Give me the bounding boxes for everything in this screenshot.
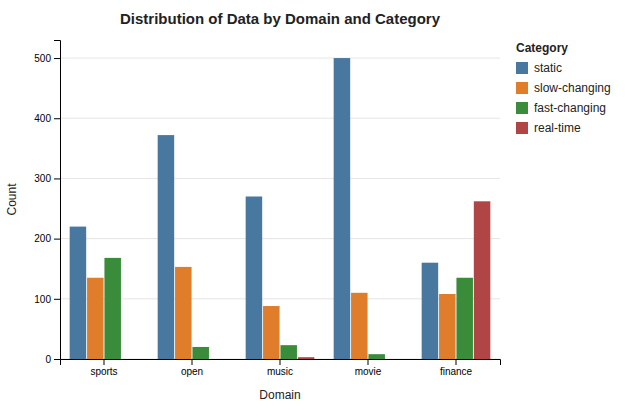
bar-series (104, 258, 473, 359)
tick: sports (90, 359, 117, 377)
bar (280, 345, 297, 359)
x-axis-title: Domain (259, 388, 300, 402)
tick: 500 (34, 53, 60, 64)
bar (158, 135, 175, 359)
bars (70, 58, 491, 359)
bar (210, 359, 227, 360)
bar (298, 357, 315, 359)
bar (351, 293, 368, 359)
y-axis-title: Count (5, 183, 19, 216)
tick: open (181, 359, 203, 377)
legend: Category static slow-changing fast-changing… (516, 41, 611, 135)
tick-mark (54, 118, 60, 119)
bar-series (70, 58, 439, 359)
grid (60, 58, 500, 359)
tick-label: open (181, 366, 203, 377)
bar (474, 201, 491, 359)
bar (87, 278, 104, 359)
bar (334, 58, 351, 359)
axis-line (54, 41, 61, 360)
x-axis: sports open music movie finance (61, 359, 501, 377)
bar (122, 359, 139, 360)
tick: finance (440, 359, 473, 377)
tick-mark (54, 299, 60, 300)
legend-item: slow-changing (516, 81, 611, 95)
tick-mark (104, 359, 105, 365)
tick-label: 400 (34, 113, 51, 124)
bar (386, 359, 403, 360)
legend-label: slow-changing (534, 81, 611, 95)
tick-label: movie (355, 366, 382, 377)
legend-title: Category (516, 41, 568, 55)
grid-line (60, 58, 500, 59)
bar-series (87, 267, 456, 359)
tick: 100 (34, 294, 60, 305)
grid-line (60, 118, 500, 119)
bar (192, 347, 209, 359)
bar (422, 263, 439, 359)
bar (456, 278, 473, 359)
legend-swatch (516, 122, 528, 134)
bar-series (298, 201, 491, 359)
tick-label: 0 (45, 354, 51, 365)
tick-mark (368, 359, 369, 365)
tick-mark (54, 58, 60, 59)
plot-area: 0 100 200 300 400 500 sports open music movie fina… (34, 41, 500, 378)
tick: music (267, 359, 293, 377)
tick-mark (54, 178, 60, 179)
tick-label: 300 (34, 173, 51, 184)
tick-mark (456, 359, 457, 365)
bar (70, 227, 87, 359)
chart: 0 100 200 300 400 500 sports open music movie fina… (0, 0, 640, 411)
tick-label: 100 (34, 294, 51, 305)
bar (368, 354, 385, 359)
tick: 200 (34, 233, 60, 244)
y-axis: 0 100 200 300 400 500 (34, 41, 60, 365)
legend-item: static (516, 61, 562, 75)
tick: 300 (34, 173, 60, 184)
tick: 400 (34, 113, 60, 124)
legend-item: real-time (516, 121, 581, 135)
tick-mark (192, 359, 193, 365)
legend-label: fast-changing (534, 101, 606, 115)
legend-swatch (516, 82, 528, 94)
tick-label: finance (440, 366, 473, 377)
tick-mark (54, 239, 60, 240)
tick-mark (54, 359, 60, 360)
title: Distribution of Data by Domain and Categ… (120, 10, 441, 27)
tick: 0 (45, 354, 60, 365)
tick-label: 500 (34, 53, 51, 64)
bar (246, 196, 263, 359)
tick-label: sports (90, 366, 117, 377)
tick-mark (280, 359, 281, 365)
legend-swatch (516, 102, 528, 114)
axis-line (61, 360, 501, 366)
bar (104, 258, 121, 359)
bar (175, 267, 192, 359)
legend-label: real-time (534, 121, 581, 135)
bar (439, 294, 456, 359)
legend-label: static (534, 61, 562, 75)
grid-line (60, 238, 500, 239)
legend-item: fast-changing (516, 101, 606, 115)
bar (263, 306, 280, 359)
tick-label: 200 (34, 233, 51, 244)
legend-swatch (516, 62, 528, 74)
tick-label: music (267, 366, 293, 377)
tick: movie (355, 359, 382, 377)
grid-line (60, 178, 500, 179)
